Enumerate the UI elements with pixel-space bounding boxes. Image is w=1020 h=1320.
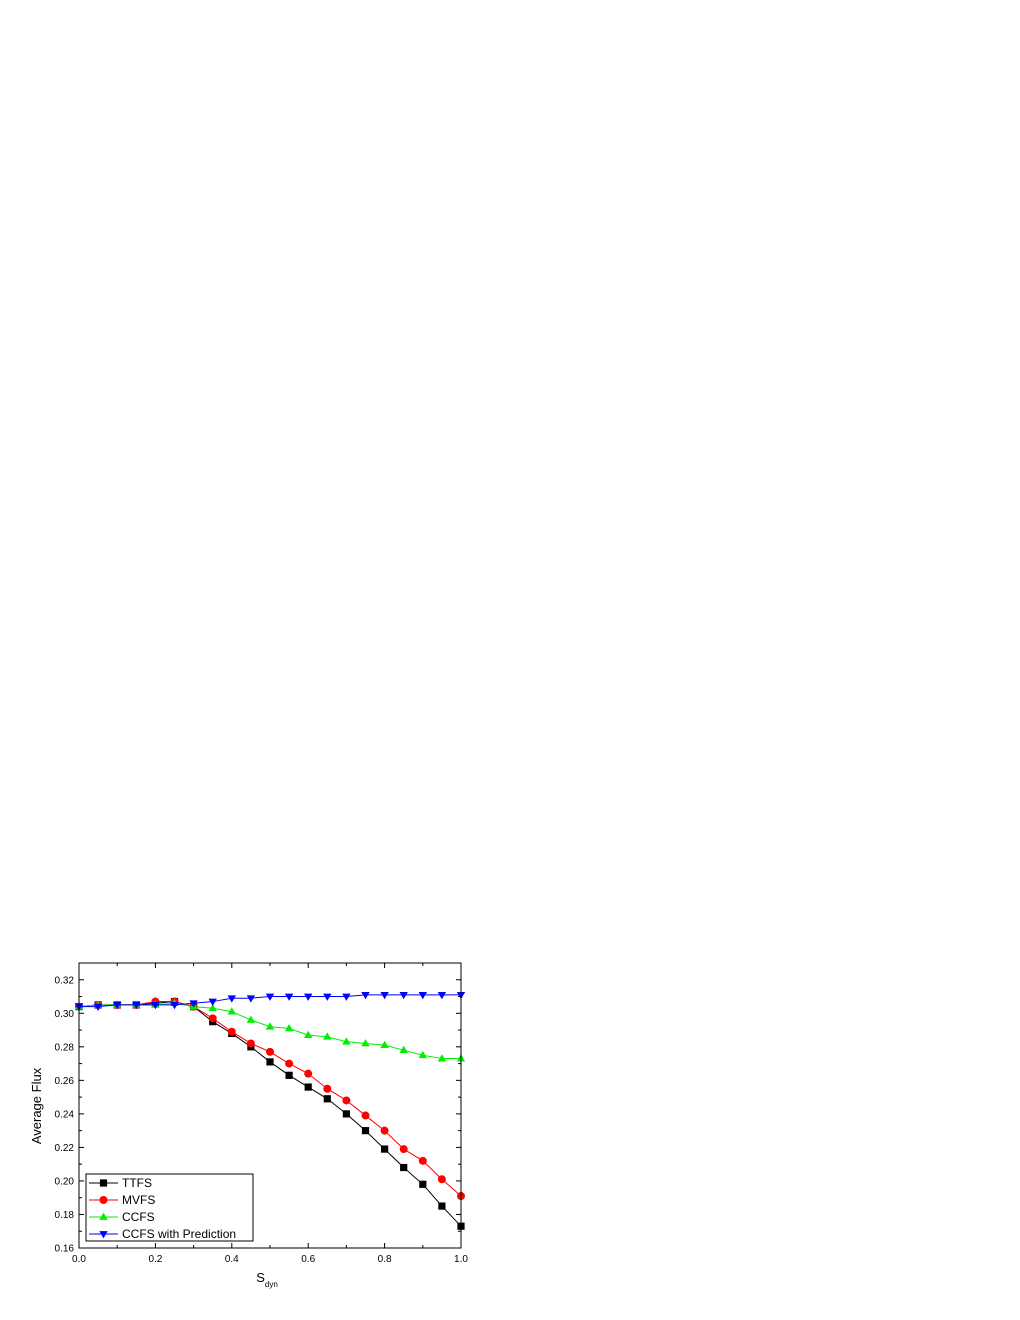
- data-point: [285, 1071, 293, 1079]
- y-tick-label: 0.24: [55, 1109, 75, 1120]
- data-point: [437, 1054, 447, 1062]
- legend-marker-1: [99, 1196, 108, 1204]
- y-tick-label: 0.22: [55, 1143, 75, 1154]
- data-point: [208, 1014, 217, 1023]
- data-point: [323, 1095, 331, 1103]
- data-point: [437, 1175, 446, 1184]
- y-tick-label: 0.16: [55, 1244, 75, 1255]
- data-point: [342, 1037, 351, 1045]
- data-point: [399, 1045, 408, 1054]
- x-tick-label: 1.0: [454, 1254, 468, 1265]
- data-point: [132, 1002, 141, 1010]
- data-point: [438, 1202, 446, 1210]
- data-point: [418, 1156, 427, 1165]
- legend-marker-2: [99, 1212, 108, 1220]
- data-point: [399, 1145, 408, 1154]
- data-point: [151, 1002, 160, 1010]
- data-point: [284, 1023, 294, 1032]
- data-point: [380, 1040, 389, 1049]
- y-axis-title: Average Flux: [29, 1067, 44, 1144]
- legend-label-1: MVFS: [122, 1193, 155, 1207]
- x-tick-label: 0.6: [301, 1254, 315, 1265]
- data-point: [380, 1126, 389, 1135]
- data-point: [361, 1039, 370, 1047]
- data-point: [380, 991, 389, 1000]
- legend-label-3: CCFS with Prediction: [122, 1227, 236, 1241]
- data-point: [418, 1050, 427, 1059]
- data-point: [266, 1058, 274, 1066]
- data-point: [246, 995, 256, 1003]
- y-tick-label: 0.18: [55, 1210, 75, 1221]
- legend-marker-0: [99, 1179, 108, 1187]
- y-tick-label: 0.28: [55, 1042, 75, 1053]
- ticks-layer: 0.0 0.2 0.4 0.6 0.8 1.0 0.16 0.18 0.20 0.22 0.24 0.…: [55, 963, 468, 1265]
- series-3: [74, 991, 466, 1011]
- y-tick-label: 0.32: [55, 975, 75, 986]
- data-point: [93, 1003, 103, 1011]
- data-point: [361, 991, 370, 1000]
- data-point: [266, 1047, 274, 1056]
- data-point: [284, 993, 294, 1001]
- data-point: [246, 1039, 255, 1048]
- data-point: [246, 1015, 256, 1023]
- x-tick-label: 0.2: [148, 1254, 162, 1265]
- data-point: [208, 1003, 217, 1012]
- data-point: [323, 993, 332, 1001]
- y-tick-label: 0.20: [55, 1176, 75, 1187]
- x-axis-title: Sdyn: [256, 1270, 278, 1289]
- x-axis-title-main: S: [256, 1270, 265, 1285]
- data-point: [399, 991, 408, 1000]
- data-point: [400, 1163, 408, 1172]
- x-tick-label: 0.4: [225, 1254, 239, 1265]
- data-point: [304, 1030, 313, 1038]
- data-point: [381, 1145, 389, 1153]
- data-point: [342, 1096, 351, 1105]
- data-point: [323, 1032, 332, 1040]
- data-point: [265, 1022, 275, 1030]
- legend-label-0: TTFS: [122, 1176, 152, 1190]
- legend-box: [85, 1173, 254, 1242]
- x-tick-label: 0.0: [72, 1254, 86, 1265]
- data-point: [361, 1127, 370, 1135]
- legend: TTFS MVFS CCFS CCFS with Prediction: [85, 1173, 254, 1242]
- y-tick-label: 0.26: [55, 1076, 75, 1087]
- legend-label-2: CCFS: [122, 1210, 155, 1224]
- data-point: [323, 1084, 332, 1093]
- data-point: [419, 1180, 427, 1188]
- data-point: [170, 1002, 179, 1010]
- data-point: [285, 1059, 294, 1068]
- x-tick-label: 0.8: [378, 1254, 392, 1265]
- legend-marker-3: [99, 1231, 108, 1239]
- data-point: [113, 1002, 122, 1010]
- x-axis-title-subscript: dyn: [265, 1280, 278, 1289]
- data-point: [208, 998, 217, 1006]
- data-point: [227, 995, 236, 1003]
- data-point: [304, 993, 313, 1001]
- plot-frame: [78, 962, 462, 1249]
- data-point: [361, 1111, 370, 1120]
- series-layer: [74, 991, 466, 1230]
- data-point: [437, 991, 447, 1000]
- data-point: [265, 993, 275, 1001]
- data-point: [304, 1083, 312, 1091]
- data-point: [342, 1110, 350, 1118]
- data-point: [227, 1027, 236, 1036]
- data-point: [342, 993, 351, 1001]
- data-point: [189, 1000, 198, 1008]
- data-point: [227, 1007, 236, 1015]
- data-point: [418, 991, 427, 1000]
- data-point: [304, 1069, 313, 1078]
- y-tick-label: 0.30: [55, 1009, 75, 1020]
